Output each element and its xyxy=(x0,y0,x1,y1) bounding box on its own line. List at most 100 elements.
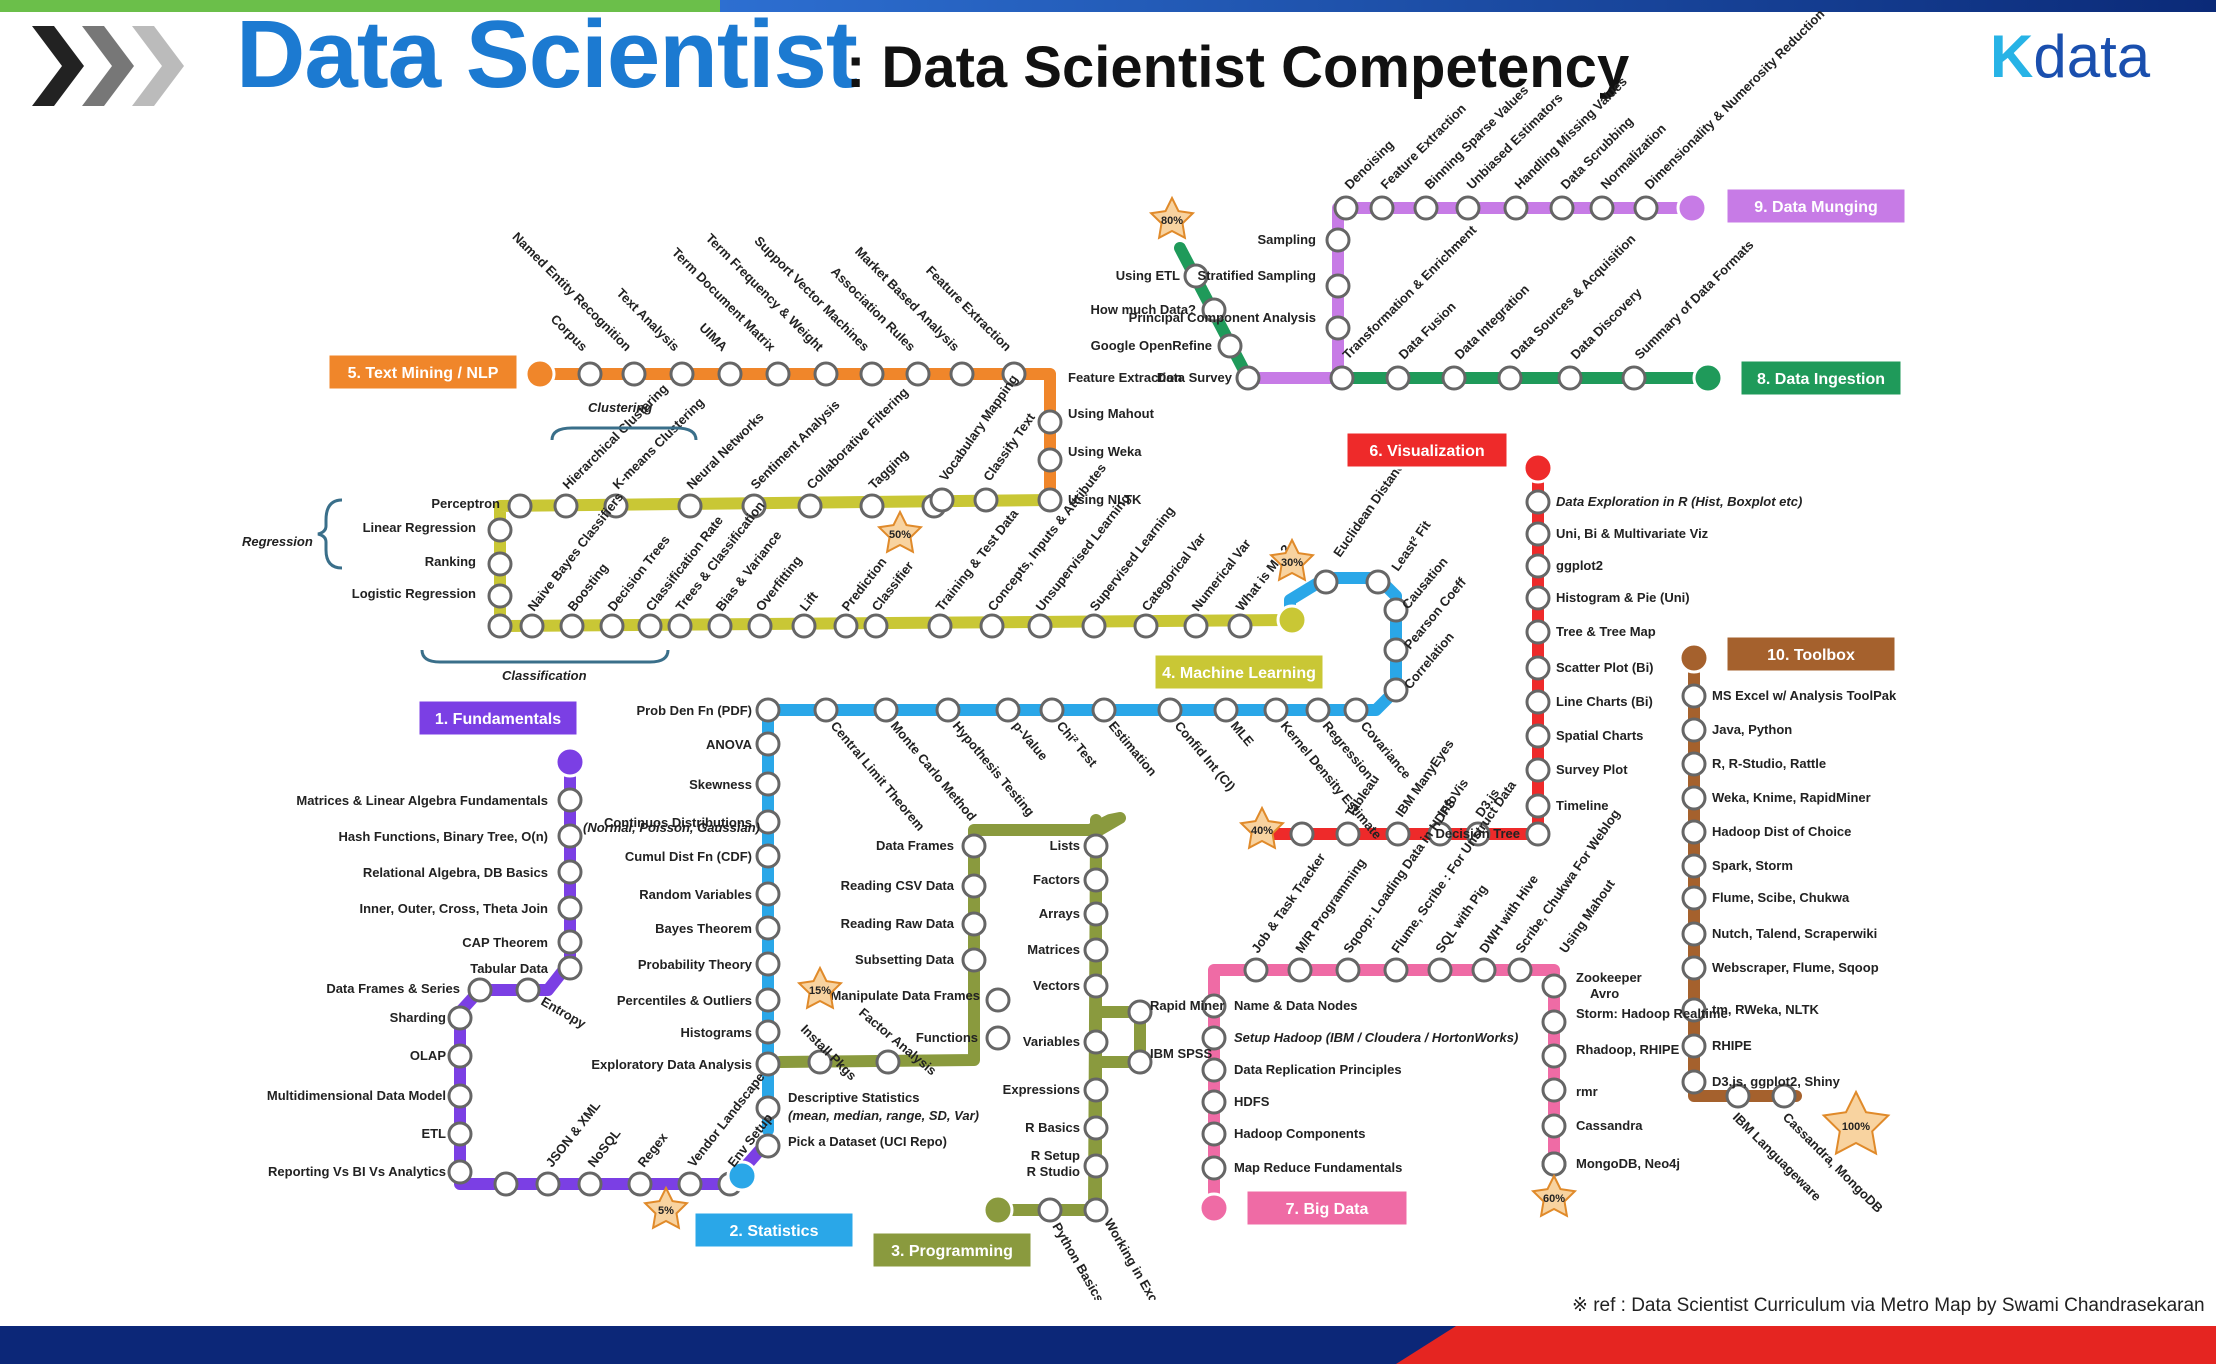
station-programming xyxy=(1083,901,1109,927)
station-label: Matrices & Linear Algebra Fundamentals xyxy=(296,793,548,808)
station-machine_learning xyxy=(791,613,817,639)
station-statistics xyxy=(755,697,781,723)
station-fundamentals xyxy=(493,1171,519,1197)
group-classification-label: Classification xyxy=(502,668,587,683)
station-machine_learning xyxy=(707,613,733,639)
station-label: Regex xyxy=(635,1129,671,1170)
station-machine_learning xyxy=(859,493,885,519)
station-fundamentals xyxy=(467,977,493,1003)
station-label: Lists xyxy=(1050,838,1080,853)
station-label: Perceptron xyxy=(431,496,500,511)
station-label: Java, Python xyxy=(1712,722,1792,737)
station-label: Histogram & Pie (Uni) xyxy=(1556,590,1690,605)
station-label: D3.js, ggplot2, Shiny xyxy=(1712,1074,1841,1089)
line-label-text: 3. Programming xyxy=(891,1243,1013,1260)
station-label: Stratified Sampling xyxy=(1198,268,1317,283)
logo-text: data xyxy=(2033,23,2151,90)
station-data_munging xyxy=(1369,195,1395,221)
station-statistics xyxy=(995,697,1021,723)
station-label: Random Variables xyxy=(639,887,752,902)
station-text_mining xyxy=(949,361,975,387)
station-data_munging xyxy=(1549,195,1575,221)
station-label: R, R-Studio, Rattle xyxy=(1712,756,1826,771)
station-fundamentals xyxy=(447,1121,473,1147)
station-big_data xyxy=(1541,1077,1567,1103)
station-label: Functions xyxy=(916,1030,978,1045)
station-text_mining xyxy=(621,361,647,387)
station-label: Vectors xyxy=(1033,978,1080,993)
station-programming xyxy=(1083,867,1109,893)
station-toolbox xyxy=(1771,1083,1797,1109)
station-text_mining xyxy=(813,361,839,387)
line-label-box-text_mining[interactable] xyxy=(326,352,520,392)
station-big_data xyxy=(1201,1089,1227,1115)
station-data_munging xyxy=(1503,195,1529,221)
line-end-big-data xyxy=(1198,1192,1230,1224)
line-label-box-toolbox[interactable] xyxy=(1724,634,1898,674)
station-fundamentals xyxy=(447,1005,473,1031)
station-machine_learning xyxy=(1227,613,1253,639)
station-machine_learning xyxy=(559,613,585,639)
station-text_mining xyxy=(669,361,695,387)
line-label-box-big_data[interactable] xyxy=(1244,1188,1410,1228)
station-label: Variables xyxy=(1023,1034,1080,1049)
station-visualization xyxy=(1525,821,1551,847)
line-label-box-data_munging[interactable] xyxy=(1724,186,1908,226)
station-label: (Normal, Poisson, Gaussian) xyxy=(583,820,760,835)
station-programming xyxy=(961,833,987,859)
station-data_munging xyxy=(1325,273,1351,299)
line-label-box-data_ingestion[interactable] xyxy=(1738,358,1904,398)
station-fundamentals xyxy=(577,1171,603,1197)
line-label-box-statistics[interactable] xyxy=(692,1210,856,1250)
station-machine_learning xyxy=(487,583,513,609)
station-statistics xyxy=(755,987,781,1013)
station-fundamentals xyxy=(557,895,583,921)
station-toolbox xyxy=(1681,717,1707,743)
station-machine_learning xyxy=(603,493,629,519)
line-label-box-fundamentals[interactable] xyxy=(416,698,580,738)
progress-label: 100% xyxy=(1842,1121,1870,1133)
station-toolbox xyxy=(1681,785,1707,811)
chevrons-icon xyxy=(32,26,184,106)
station-statistics xyxy=(1383,637,1409,663)
station-visualization xyxy=(1335,821,1361,847)
station-label: Expressions xyxy=(1003,1082,1080,1097)
station-label: Python Basics xyxy=(1049,1220,1107,1300)
station-label: R Studio xyxy=(1027,1164,1080,1179)
station-big_data xyxy=(1541,1151,1567,1177)
station-label: Tree & Tree Map xyxy=(1556,624,1656,639)
line-label-box-programming[interactable] xyxy=(870,1230,1034,1270)
station-data_ingestion xyxy=(1441,365,1467,391)
line-label-box-machine_learning[interactable] xyxy=(1152,652,1326,692)
station-label: HDFS xyxy=(1234,1094,1270,1109)
station-statistics xyxy=(755,843,781,869)
line-label-box-visualization[interactable] xyxy=(1344,430,1510,470)
line-end-visualization xyxy=(1522,452,1554,484)
page-title: Data Scientist xyxy=(236,1,858,108)
progress-star-icon xyxy=(1238,805,1286,850)
station-big_data xyxy=(1383,957,1409,983)
station-machine_learning xyxy=(1027,613,1053,639)
station-label: MLE xyxy=(1228,718,1257,749)
line-end-toolbox xyxy=(1678,642,1710,674)
station-label: Exploratory Data Analysis xyxy=(591,1057,752,1072)
station-text_mining xyxy=(1001,361,1027,387)
station-label: Feature Extraction xyxy=(1068,370,1182,385)
station-toolbox xyxy=(1681,997,1707,1023)
station-label: Skewness xyxy=(689,777,752,792)
progress-label: 60% xyxy=(1543,1193,1565,1205)
station-label: Corpus xyxy=(548,311,591,354)
station-statistics xyxy=(1305,697,1331,723)
station-toolbox xyxy=(1681,921,1707,947)
station-statistics xyxy=(755,809,781,835)
station-statistics xyxy=(873,697,899,723)
station-statistics xyxy=(1213,697,1239,723)
station-programming xyxy=(1083,973,1109,999)
station-text_mining xyxy=(929,487,955,513)
station-label: Multidimensional Data Model xyxy=(267,1088,446,1103)
line-end-fundamentals xyxy=(554,746,586,778)
station-label: Bayes Theorem xyxy=(655,921,752,936)
progress-star-icon xyxy=(876,509,924,554)
station-programming xyxy=(1083,1197,1109,1223)
group-clustering-label: Clustering xyxy=(588,400,652,415)
